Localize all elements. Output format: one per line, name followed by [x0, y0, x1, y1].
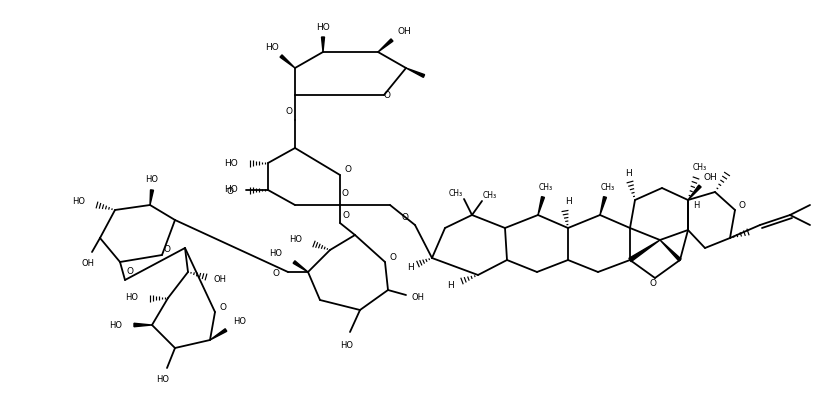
- Text: O: O: [342, 189, 349, 197]
- Text: O: O: [343, 210, 349, 220]
- Text: O: O: [738, 202, 746, 210]
- Text: HO: HO: [224, 185, 238, 195]
- Text: H: H: [447, 280, 454, 289]
- Polygon shape: [378, 39, 393, 52]
- Text: CH₃: CH₃: [693, 164, 707, 172]
- Text: OH: OH: [213, 276, 227, 285]
- Text: HO: HO: [269, 249, 282, 258]
- Text: O: O: [649, 278, 657, 287]
- Polygon shape: [629, 240, 660, 262]
- Text: CH₃: CH₃: [539, 183, 553, 191]
- Text: HO: HO: [316, 23, 330, 33]
- Polygon shape: [293, 261, 308, 272]
- Text: OH: OH: [81, 260, 95, 268]
- Text: HO: HO: [156, 376, 170, 384]
- Text: HO: HO: [145, 174, 159, 183]
- Polygon shape: [688, 185, 701, 200]
- Text: HO: HO: [340, 341, 354, 349]
- Polygon shape: [150, 190, 154, 205]
- Polygon shape: [322, 37, 324, 52]
- Polygon shape: [210, 329, 227, 340]
- Polygon shape: [406, 68, 424, 77]
- Text: O: O: [127, 268, 134, 276]
- Text: H: H: [693, 201, 699, 210]
- Text: HO: HO: [224, 158, 238, 168]
- Text: HO: HO: [72, 197, 85, 206]
- Text: CH₃: CH₃: [483, 191, 497, 199]
- Text: HO: HO: [125, 293, 138, 303]
- Text: O: O: [344, 166, 351, 174]
- Text: O: O: [219, 303, 227, 312]
- Text: H: H: [407, 264, 413, 272]
- Polygon shape: [660, 240, 681, 261]
- Polygon shape: [538, 197, 544, 215]
- Text: CH₃: CH₃: [449, 189, 463, 197]
- Text: HO: HO: [109, 320, 122, 330]
- Text: CH₃: CH₃: [601, 183, 615, 191]
- Text: HO: HO: [289, 235, 302, 245]
- Text: OH: OH: [703, 174, 717, 183]
- Text: HO: HO: [265, 44, 279, 52]
- Text: O: O: [272, 270, 280, 278]
- Text: H: H: [625, 170, 632, 179]
- Text: HO: HO: [234, 318, 246, 326]
- Polygon shape: [280, 55, 295, 68]
- Polygon shape: [134, 323, 152, 327]
- Text: H: H: [564, 197, 571, 206]
- Polygon shape: [600, 197, 606, 215]
- Text: O: O: [227, 187, 234, 197]
- Text: O: O: [402, 214, 408, 222]
- Text: O: O: [286, 108, 292, 116]
- Text: OH: OH: [412, 293, 424, 303]
- Text: O: O: [164, 245, 171, 255]
- Text: OH: OH: [397, 27, 411, 37]
- Text: O: O: [384, 91, 391, 100]
- Text: O: O: [390, 253, 396, 262]
